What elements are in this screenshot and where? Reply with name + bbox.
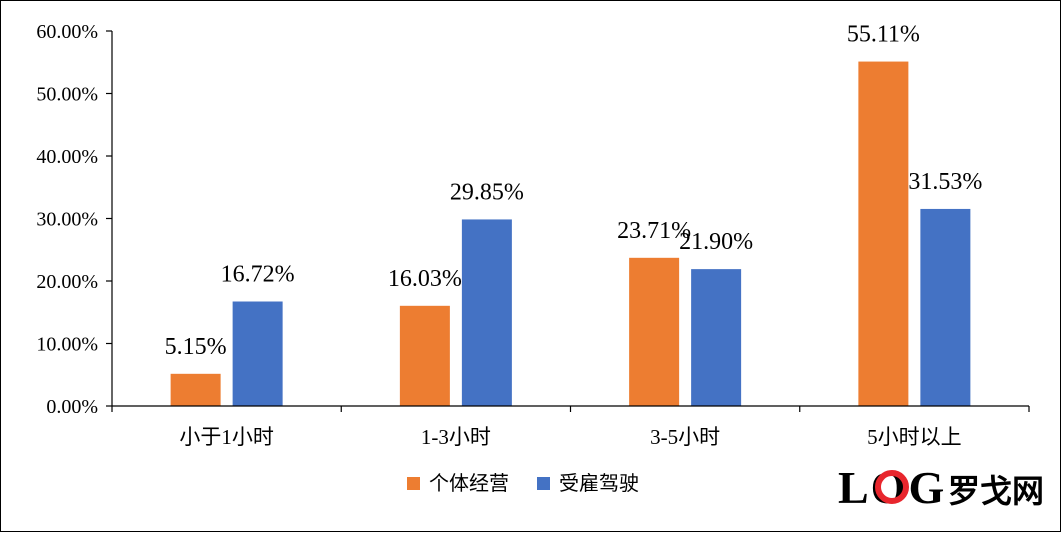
bar [858, 61, 909, 406]
bar [691, 269, 742, 406]
watermark-latin-text: LOG [838, 462, 946, 513]
y-tick-label: 10.00% [36, 334, 98, 356]
data-label: 23.71% [617, 218, 691, 244]
y-tick-label: 60.00% [36, 21, 98, 43]
watermark-cn-text: 罗戈网 [948, 473, 1044, 509]
y-axis: 0.00% 10.00% 20.00% 30.00% 40.00% 50.00% 60.00… [36, 21, 113, 418]
y-tick-label: 20.00% [36, 271, 98, 293]
bar [461, 219, 512, 406]
data-labels: 5.15% 16.03% 23.71% 55.11% 16.72% 29.85% 21.90… [165, 22, 983, 360]
y-tick-label: 30.00% [36, 209, 98, 231]
y-tick-label: 0.00% [46, 396, 98, 418]
legend-swatch [407, 477, 420, 490]
data-label: 16.03% [388, 266, 462, 292]
x-tick-label: 5小时以上 [867, 425, 962, 449]
data-label: 31.53% [908, 169, 982, 195]
y-tick-label: 40.00% [36, 146, 98, 168]
x-tick-label: 3-5小时 [650, 425, 720, 449]
bar [399, 305, 450, 406]
y-tick-label: 50.00% [36, 84, 98, 106]
legend-label: 个体经营 [429, 472, 509, 495]
watermark-ring-icon [875, 470, 909, 504]
data-label: 5.15% [165, 334, 227, 360]
x-tick-label: 小于1小时 [179, 425, 274, 449]
x-axis: 小于1小时 1-3小时 3-5小时 5小时以上 [111, 405, 1030, 449]
logo-watermark: LOG 罗戈网 [838, 462, 1044, 513]
x-tick-label: 1-3小时 [421, 425, 491, 449]
data-label: 16.72% [221, 262, 295, 288]
legend-label: 受雇驾驶 [559, 472, 639, 495]
data-label: 55.11% [847, 22, 920, 48]
legend-swatch [537, 477, 550, 490]
bar [232, 301, 283, 406]
legend: 个体经营 受雇驾驶 [407, 472, 639, 495]
bar [629, 257, 680, 406]
bars [170, 61, 971, 406]
bar [170, 373, 221, 406]
bar [920, 208, 971, 406]
data-label: 29.85% [450, 179, 524, 205]
data-label: 21.90% [679, 229, 753, 255]
